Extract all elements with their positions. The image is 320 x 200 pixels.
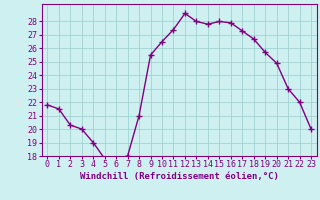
X-axis label: Windchill (Refroidissement éolien,°C): Windchill (Refroidissement éolien,°C) <box>80 172 279 181</box>
